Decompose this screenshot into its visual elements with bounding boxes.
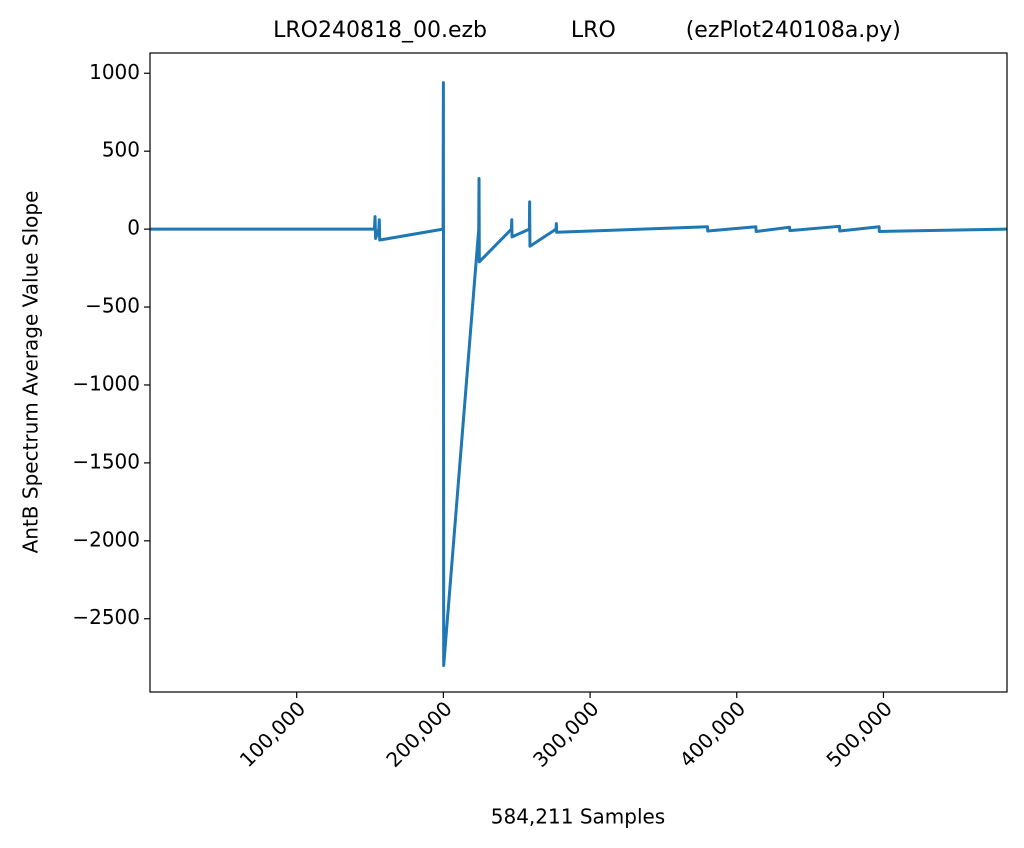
x-tick-label: 200,000 [381, 696, 456, 771]
x-tick-label: 300,000 [528, 696, 603, 771]
data-line [150, 81, 1008, 667]
y-tick-label: −2500 [72, 605, 140, 629]
y-tick-label: −1000 [72, 371, 140, 395]
x-tick-label: 100,000 [235, 696, 310, 771]
x-tick-label: 400,000 [675, 696, 750, 771]
y-tick-label: 0 [127, 216, 140, 240]
plot-frame [149, 52, 1008, 693]
y-tick-label: −500 [85, 294, 140, 318]
x-tick-label: 500,000 [821, 696, 896, 771]
x-axis-label: 584,211 Samples [491, 805, 665, 829]
y-tick-label: −1500 [72, 449, 140, 473]
y-tick-label: −2000 [72, 527, 140, 551]
y-axis-label: AntB Spectrum Average Value Slope [19, 191, 43, 554]
y-tick-label: 1000 [89, 60, 140, 84]
chart-title: LRO240818_00.ezb LRO (ezPlot240108a.py) [273, 18, 901, 43]
y-tick-label: 500 [102, 138, 140, 162]
